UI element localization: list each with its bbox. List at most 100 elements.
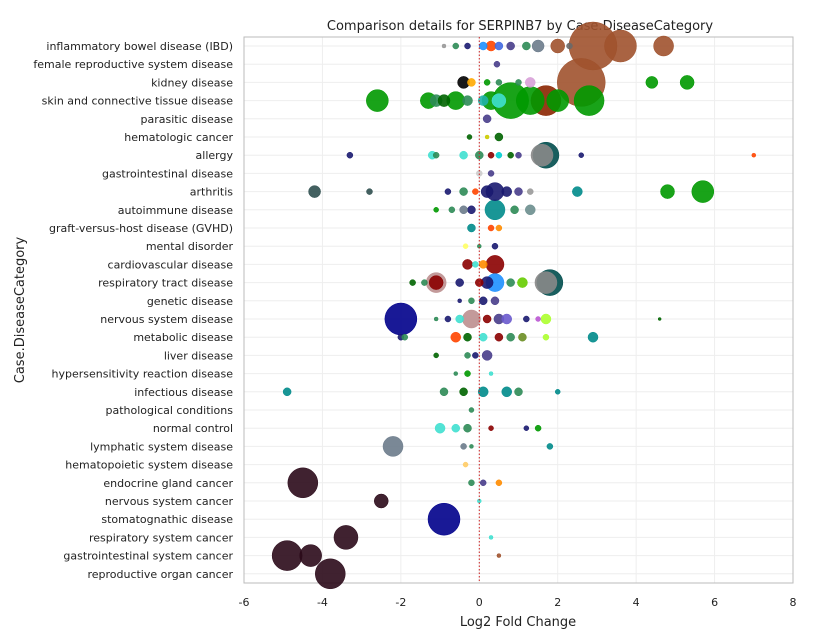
data-point[interactable] (463, 332, 472, 342)
data-point[interactable] (384, 302, 418, 336)
data-point[interactable] (653, 35, 674, 57)
data-point[interactable] (428, 275, 444, 290)
data-point[interactable] (333, 525, 359, 550)
data-point[interactable] (457, 298, 462, 304)
data-point[interactable] (382, 436, 404, 457)
data-point[interactable] (409, 279, 416, 286)
data-point[interactable] (484, 199, 506, 221)
data-point[interactable] (578, 152, 584, 158)
data-point[interactable] (478, 296, 488, 306)
data-point[interactable] (477, 386, 489, 398)
data-point[interactable] (464, 352, 471, 359)
data-point[interactable] (478, 41, 488, 51)
data-point[interactable] (401, 333, 409, 341)
data-point[interactable] (751, 152, 757, 158)
data-point[interactable] (554, 389, 561, 395)
data-point[interactable] (691, 180, 715, 203)
data-point[interactable] (462, 309, 481, 329)
data-point[interactable] (483, 79, 491, 86)
data-point[interactable] (421, 279, 428, 286)
data-point[interactable] (487, 224, 495, 232)
data-point[interactable] (444, 315, 452, 323)
data-point[interactable] (464, 42, 471, 50)
data-point[interactable] (482, 114, 492, 124)
data-point[interactable] (572, 186, 583, 197)
data-point[interactable] (472, 261, 479, 268)
data-point[interactable] (482, 314, 492, 324)
data-point[interactable] (604, 29, 637, 63)
data-point[interactable] (522, 41, 531, 51)
data-point[interactable] (534, 424, 542, 432)
data-point[interactable] (495, 224, 503, 232)
data-point[interactable] (514, 187, 523, 196)
data-point[interactable] (459, 387, 468, 397)
data-point[interactable] (468, 297, 475, 305)
data-point[interactable] (455, 278, 464, 287)
data-point[interactable] (271, 540, 303, 571)
data-point[interactable] (488, 425, 494, 431)
data-point[interactable] (506, 278, 515, 287)
data-point[interactable] (514, 387, 523, 397)
data-point[interactable] (491, 242, 499, 250)
data-point[interactable] (525, 77, 536, 88)
data-point[interactable] (477, 95, 489, 106)
data-point[interactable] (437, 94, 451, 107)
data-point[interactable] (464, 370, 471, 377)
data-point[interactable] (501, 186, 512, 197)
data-point[interactable] (491, 93, 507, 108)
data-point[interactable] (550, 38, 565, 54)
data-point[interactable] (546, 89, 569, 112)
data-point[interactable] (466, 134, 473, 140)
data-point[interactable] (481, 350, 493, 361)
data-point[interactable] (530, 143, 554, 167)
data-point[interactable] (484, 134, 490, 140)
data-point[interactable] (540, 313, 552, 325)
data-point[interactable] (535, 316, 541, 322)
data-point[interactable] (546, 443, 554, 450)
data-point[interactable] (441, 43, 447, 49)
data-point[interactable] (495, 479, 503, 487)
data-point[interactable] (506, 332, 515, 342)
data-point[interactable] (566, 42, 573, 50)
data-point[interactable] (527, 188, 534, 195)
data-point[interactable] (433, 316, 439, 322)
data-point[interactable] (299, 544, 322, 567)
data-point[interactable] (494, 41, 504, 51)
data-point[interactable] (433, 352, 439, 359)
data-point[interactable] (460, 443, 467, 450)
data-point[interactable] (467, 205, 476, 215)
data-point[interactable] (366, 89, 389, 112)
data-point[interactable] (462, 259, 473, 270)
data-point[interactable] (515, 151, 522, 159)
data-point[interactable] (463, 423, 472, 433)
data-point[interactable] (315, 558, 346, 590)
data-point[interactable] (660, 184, 675, 199)
data-point[interactable] (501, 386, 512, 398)
data-point[interactable] (462, 243, 469, 249)
data-point[interactable] (308, 185, 321, 198)
data-point[interactable] (506, 41, 515, 51)
data-point[interactable] (287, 467, 319, 499)
data-point[interactable] (517, 277, 528, 288)
data-point[interactable] (468, 479, 475, 487)
data-point[interactable] (472, 352, 479, 359)
data-point[interactable] (433, 207, 439, 213)
data-point[interactable] (462, 95, 473, 106)
data-point[interactable] (479, 479, 487, 487)
data-point[interactable] (467, 78, 476, 87)
data-point[interactable] (453, 371, 459, 376)
data-point[interactable] (478, 332, 488, 342)
data-point[interactable] (451, 423, 461, 433)
data-point[interactable] (679, 75, 695, 90)
data-point[interactable] (510, 205, 519, 215)
data-point[interactable] (490, 296, 500, 306)
data-point[interactable] (478, 260, 488, 269)
data-point[interactable] (488, 371, 494, 376)
data-point[interactable] (480, 185, 494, 198)
data-point[interactable] (450, 331, 462, 343)
data-point[interactable] (573, 85, 605, 116)
data-point[interactable] (366, 188, 373, 195)
data-point[interactable] (459, 187, 468, 196)
data-point[interactable] (645, 76, 659, 89)
data-point[interactable] (434, 422, 446, 434)
